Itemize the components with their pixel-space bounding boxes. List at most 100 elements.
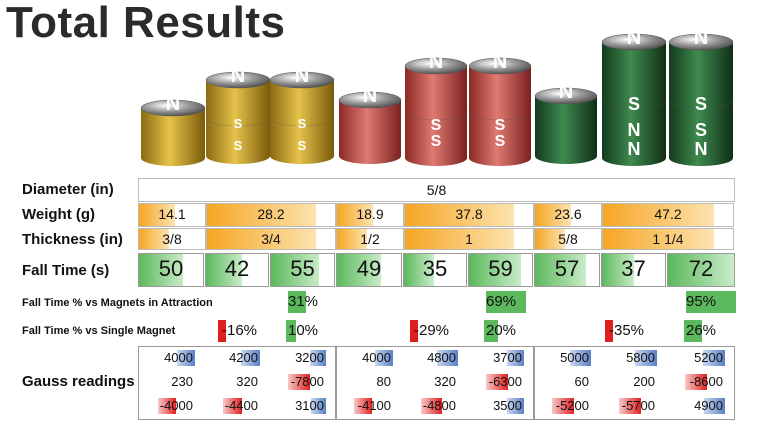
thickness-value: 3/4	[261, 231, 281, 247]
gauss-bar	[223, 398, 242, 414]
weight-fill-bar	[207, 204, 316, 226]
gauss-value: -5200	[555, 398, 589, 413]
gauss-label: Gauss readings	[22, 373, 135, 390]
pole-label: S	[495, 117, 506, 134]
gauss-value: 320	[434, 374, 456, 389]
gauss-bar	[703, 350, 725, 366]
diameter-label: Diameter (in)	[22, 181, 114, 198]
gauss-value: 4900	[694, 398, 723, 413]
gauss-bar	[177, 350, 195, 366]
green-stack-b-top: NS	[668, 27, 734, 114]
gauss-value: -7800	[290, 374, 324, 389]
gauss-value: -5700	[621, 398, 655, 413]
pole-label: N	[628, 139, 641, 159]
pole-label: S	[628, 94, 640, 114]
fall-time-cell: 42	[205, 253, 269, 287]
fall-time-cell: 35	[403, 253, 467, 287]
weight-fill-bar	[139, 204, 176, 226]
thickness-cell: 3/8	[138, 228, 206, 250]
red-stack-a-top: NS	[404, 51, 468, 134]
gauss-value: 4000	[164, 350, 193, 365]
gauss-bar	[375, 350, 393, 366]
fall-attraction-label: Fall Time % vs Magnets in Attraction	[22, 297, 213, 309]
single-pos-value: 20%	[486, 322, 517, 339]
gauss-group-box	[336, 346, 534, 420]
fall-time-fill-bar	[404, 254, 435, 286]
weight-fill-bar	[337, 204, 374, 226]
gauss-value: 60	[574, 374, 589, 389]
thickness-value: 3/8	[162, 231, 182, 247]
gauss-value: -4000	[159, 398, 193, 413]
fall-time-value: 35	[422, 256, 448, 281]
weight-cell: 18.9	[336, 203, 404, 227]
red-single-magnet: N	[338, 85, 402, 164]
fall-time-cell: 49	[336, 253, 402, 287]
weight-value: 18.9	[356, 206, 384, 222]
gauss-bar	[311, 398, 326, 414]
pole-label: S	[298, 138, 307, 153]
single-neg-value: -35%	[609, 322, 645, 339]
weight-value: 37.8	[455, 206, 483, 222]
single-pos-value: 10%	[288, 322, 319, 339]
pole-label: S	[298, 116, 307, 131]
gold-stack-a-top: NS	[205, 65, 271, 131]
thickness-value: 1/2	[360, 231, 380, 247]
pole-label: S	[695, 94, 707, 114]
thickness-fill-bar	[535, 229, 565, 249]
fall-time-label: Fall Time (s)	[22, 262, 110, 279]
weight-value: 23.6	[554, 206, 582, 222]
gauss-bar	[288, 374, 310, 390]
gauss-value: -6300	[488, 374, 522, 389]
pole-label: N	[363, 85, 377, 107]
pole-label: S	[234, 138, 243, 153]
weight-value: 14.1	[158, 206, 186, 222]
thickness-value: 1	[465, 231, 473, 247]
weight-cell: 14.1	[138, 203, 206, 227]
gold-stack-b-top: NS	[269, 65, 335, 131]
single-neg-value: -29%	[414, 322, 450, 339]
thickness-cell: 5/8	[534, 228, 602, 250]
weight-value: 28.2	[257, 206, 285, 222]
fall-time-cell: 55	[270, 253, 335, 287]
pole-label: N	[559, 81, 573, 103]
single-pos-bar	[484, 320, 498, 342]
gauss-bar	[570, 350, 591, 366]
gauss-bar	[421, 398, 442, 414]
fall-time-fill-bar	[337, 254, 381, 286]
gauss-bar	[241, 350, 260, 366]
fall-time-cell: 50	[138, 253, 204, 287]
weight-label: Weight (g)	[22, 206, 96, 223]
fall-time-value: 59	[488, 256, 513, 281]
single-neg-bar	[218, 320, 226, 342]
fall-time-cell: 57	[534, 253, 600, 287]
pole-label: S	[431, 117, 442, 134]
fall-time-fill-bar	[139, 254, 184, 286]
attraction-pct-bar	[686, 291, 736, 313]
weight-cell: 28.2	[206, 203, 336, 227]
weight-value: 47.2	[654, 206, 682, 222]
gauss-value: -4400	[224, 398, 258, 413]
gauss-bar	[507, 398, 524, 414]
gauss-value: -4800	[422, 398, 456, 413]
fall-single-label: Fall Time % vs Single Magnet	[22, 325, 176, 337]
fall-time-fill-bar	[206, 254, 242, 286]
weight-cell: 23.6	[534, 203, 602, 227]
gauss-value: 4000	[362, 350, 391, 365]
fall-time-value: 42	[224, 256, 250, 281]
attraction-pct-value: 31%	[288, 293, 319, 310]
thickness-cell: 3/4	[206, 228, 336, 250]
gauss-bar	[685, 374, 707, 390]
diameter-value: 5/8	[426, 182, 447, 198]
gauss-value: -8600	[689, 374, 723, 389]
gauss-value: 5800	[626, 350, 655, 365]
green-single-magnet: N	[534, 81, 598, 164]
single-pos-value: 26%	[686, 322, 717, 339]
pole-label: S	[695, 120, 707, 140]
single-neg-bar	[410, 320, 418, 342]
weight-cell: 47.2	[602, 203, 734, 227]
green-stack-a-top: NS	[601, 27, 667, 114]
weight-fill-bar	[603, 204, 714, 226]
gauss-bar	[354, 398, 372, 414]
gauss-bar	[158, 398, 176, 414]
